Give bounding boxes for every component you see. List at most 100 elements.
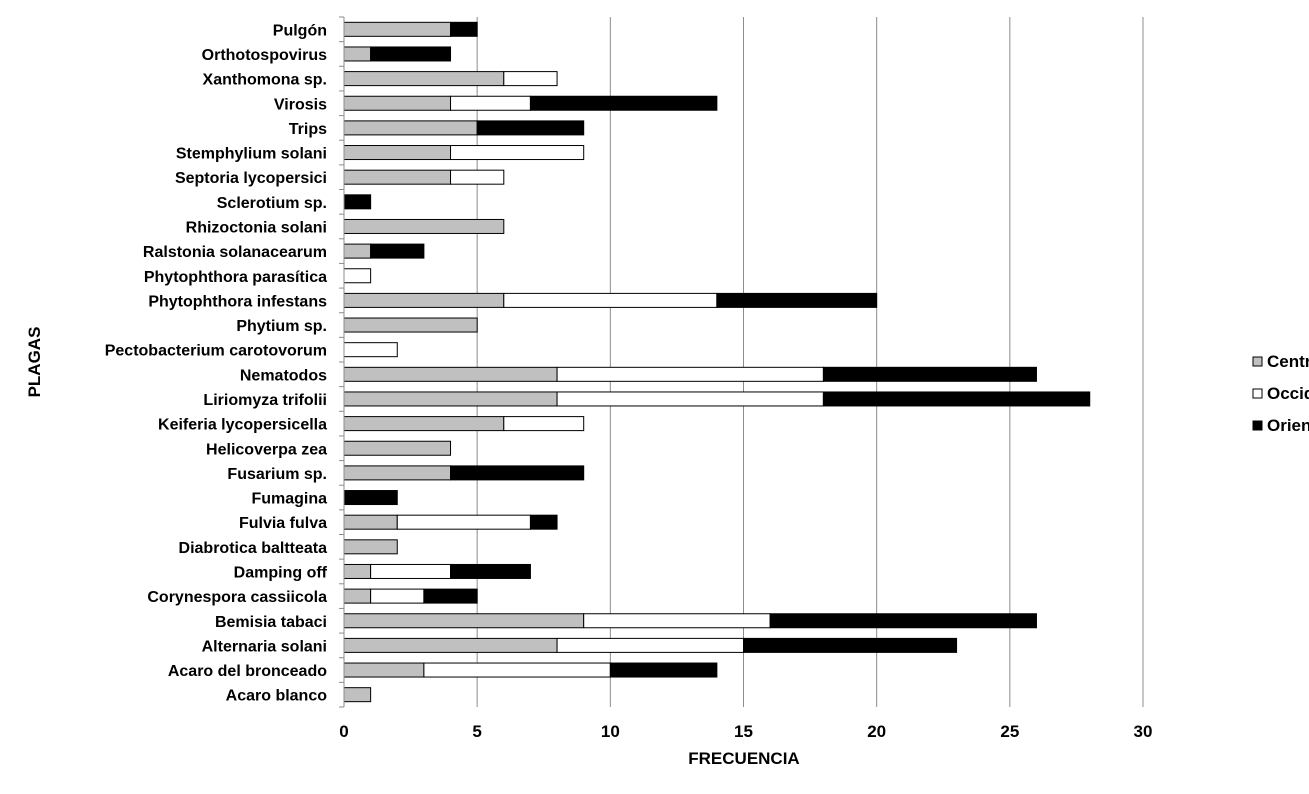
category-label: Trips xyxy=(289,121,327,138)
bar-segment-centro xyxy=(343,637,558,653)
bar-segment-centro xyxy=(343,539,398,555)
category-label: Phytophthora infestans xyxy=(148,293,327,310)
category-label: Nematodos xyxy=(240,367,327,384)
bar-segment-centro xyxy=(343,563,372,579)
bar-segment-centro xyxy=(343,218,505,234)
x-tick-label: 10 xyxy=(601,722,620,741)
category-label: Septoria lycopersici xyxy=(175,170,327,187)
bar-segment-oriente xyxy=(370,243,425,259)
bars xyxy=(343,21,1091,703)
x-tick-label: 25 xyxy=(1000,722,1019,741)
bar-segment-oriente xyxy=(370,46,452,62)
bar-segment-occidente xyxy=(583,613,771,629)
bar-segment-oriente xyxy=(529,95,718,111)
category-label: Virosis xyxy=(274,96,327,113)
category-label: Alternaria solani xyxy=(202,638,327,655)
category-label: Xanthomona sp. xyxy=(203,72,327,89)
bar-segment-occidente xyxy=(343,342,398,358)
category-label: Bemisia tabaci xyxy=(215,614,327,631)
x-tick-label: 20 xyxy=(867,722,886,741)
x-tick-label: 5 xyxy=(472,722,481,741)
legend: Centro Occidente Oriente xyxy=(1252,352,1309,435)
bar-segment-oriente xyxy=(423,588,478,604)
bar-segment-centro xyxy=(343,243,372,259)
bar-segment-centro xyxy=(343,21,452,37)
bar-segment-oriente xyxy=(450,21,478,37)
bar-segment-centro xyxy=(343,95,452,111)
bar-segment-centro xyxy=(343,292,505,308)
bar-segment-occidente xyxy=(450,169,505,185)
bar-segment-oriente xyxy=(743,637,958,653)
category-labels: Pulgón Orthotospovirus Xanthomona sp. Viros… xyxy=(105,22,328,704)
category-label: Acaro del bronceado xyxy=(168,663,327,680)
bar-segment-occidente xyxy=(503,71,558,87)
bar-segment-centro xyxy=(343,613,585,629)
legend-swatch-centro xyxy=(1252,356,1263,367)
axes xyxy=(339,16,345,708)
bar-segment-oriente xyxy=(343,194,372,210)
bar-segment-occidente xyxy=(556,391,824,407)
category-label: Sclerotium sp. xyxy=(217,195,327,212)
category-label: Rhizoctonia solani xyxy=(186,219,327,236)
legend-swatch-oriente xyxy=(1252,420,1263,431)
legend-label: Oriente xyxy=(1267,416,1309,435)
bar-segment-oriente xyxy=(343,490,398,506)
category-label: Helicoverpa zea xyxy=(206,441,327,458)
category-label: Diabrotica baltteata xyxy=(179,540,328,557)
bar-segment-occidente xyxy=(396,514,531,530)
bar-segment-occidente xyxy=(556,366,824,382)
category-label: Liriomyza trifolii xyxy=(203,392,327,409)
bar-segment-centro xyxy=(343,145,452,161)
bar-segment-occidente xyxy=(503,416,585,432)
bar-segment-oriente xyxy=(529,514,558,530)
bar-segment-occidente xyxy=(450,95,531,111)
bar-segment-oriente xyxy=(716,292,878,308)
bar-segment-occidente xyxy=(423,662,611,678)
category-label: Phytophthora parasítica xyxy=(144,269,327,286)
bar-segment-occidente xyxy=(503,292,718,308)
bar-segment-oriente xyxy=(769,613,1037,629)
category-label: Stemphylium solani xyxy=(176,146,327,163)
bar-segment-centro xyxy=(343,71,505,87)
category-label: Ralstonia solanacearum xyxy=(143,244,327,261)
bar-segment-oriente xyxy=(450,465,585,481)
category-label: Fulvia fulva xyxy=(239,515,327,532)
category-label: Pulgón xyxy=(273,22,327,39)
x-axis-title: FRECUENCIA xyxy=(688,749,799,768)
category-label: Acaro blanco xyxy=(226,688,328,705)
x-tick-label: 30 xyxy=(1134,722,1153,741)
bar-segment-centro xyxy=(343,391,558,407)
bar-segment-occidente xyxy=(370,563,452,579)
y-axis-title: PLAGAS xyxy=(25,327,44,398)
category-label: Orthotospovirus xyxy=(202,47,327,64)
bar-segment-oriente xyxy=(450,563,531,579)
bar-segment-occidente xyxy=(370,588,425,604)
bar-segment-centro xyxy=(343,662,425,678)
bar-segment-centro xyxy=(343,440,452,456)
bar-segment-oriente xyxy=(476,120,585,136)
category-label: Corynespora cassiicola xyxy=(147,589,327,606)
legend-label: Centro xyxy=(1267,352,1309,371)
bar-segment-oriente xyxy=(822,366,1037,382)
bar-segment-occidente xyxy=(343,268,372,284)
bar-segment-oriente xyxy=(822,391,1091,407)
category-label: Phytium sp. xyxy=(236,318,327,335)
bar-segment-occidente xyxy=(450,145,585,161)
category-label: Pectobacterium carotovorum xyxy=(105,343,327,360)
x-tick-label: 15 xyxy=(734,722,753,741)
category-label: Fusarium sp. xyxy=(227,466,327,483)
bar-segment-occidente xyxy=(556,637,744,653)
category-label: Keiferia lycopersicella xyxy=(158,417,327,434)
bar-segment-centro xyxy=(343,588,372,604)
bar-segment-centro xyxy=(343,514,398,530)
bar-segment-oriente xyxy=(609,662,718,678)
x-tick-label: 0 xyxy=(339,722,348,741)
bar-segment-centro xyxy=(343,317,478,333)
bar-segment-centro xyxy=(343,46,372,62)
legend-swatch-occidente xyxy=(1252,388,1263,399)
legend-label: Occidente xyxy=(1267,384,1309,403)
bar-segment-centro xyxy=(343,687,372,703)
bar-segment-centro xyxy=(343,416,505,432)
category-label: Damping off xyxy=(234,564,328,581)
